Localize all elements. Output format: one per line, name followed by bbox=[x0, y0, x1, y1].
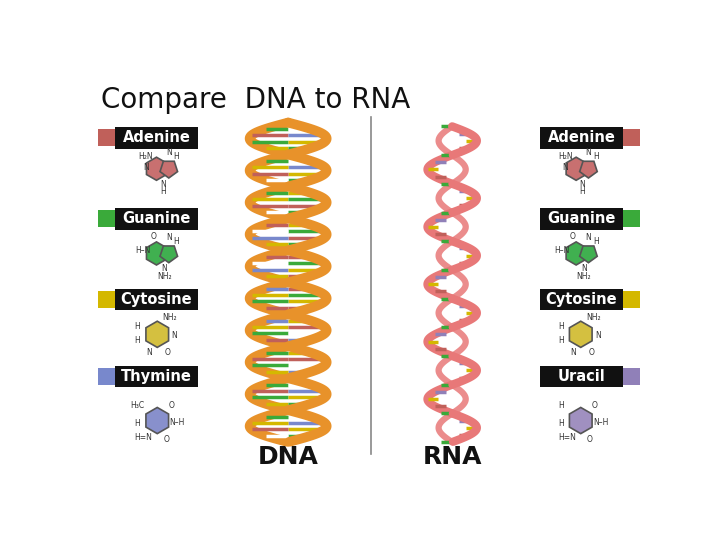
FancyBboxPatch shape bbox=[115, 208, 198, 230]
FancyBboxPatch shape bbox=[623, 211, 640, 227]
Text: H: H bbox=[135, 419, 140, 428]
Text: O: O bbox=[587, 435, 593, 443]
FancyBboxPatch shape bbox=[98, 368, 115, 385]
Text: H=N: H=N bbox=[135, 433, 153, 442]
Text: N: N bbox=[166, 233, 171, 242]
FancyBboxPatch shape bbox=[98, 211, 115, 227]
Text: N: N bbox=[580, 180, 585, 188]
Text: H: H bbox=[580, 187, 585, 197]
Text: O: O bbox=[588, 348, 595, 357]
Text: N: N bbox=[143, 163, 148, 172]
Text: Guanine: Guanine bbox=[547, 211, 616, 226]
Text: H: H bbox=[593, 237, 599, 246]
Text: N: N bbox=[166, 148, 171, 157]
Polygon shape bbox=[580, 246, 597, 262]
Text: H–N: H–N bbox=[554, 246, 570, 255]
Text: N: N bbox=[160, 180, 166, 188]
Text: N: N bbox=[595, 332, 600, 340]
Text: O: O bbox=[168, 401, 174, 410]
Polygon shape bbox=[580, 161, 597, 178]
Text: O: O bbox=[165, 348, 171, 357]
Text: NH₂: NH₂ bbox=[162, 313, 177, 322]
Text: N: N bbox=[585, 148, 591, 157]
Text: O: O bbox=[570, 232, 576, 241]
Text: O: O bbox=[150, 232, 156, 241]
Text: H₂N: H₂N bbox=[138, 152, 153, 161]
Text: H: H bbox=[160, 187, 166, 197]
Polygon shape bbox=[160, 161, 178, 178]
FancyBboxPatch shape bbox=[115, 366, 198, 387]
FancyBboxPatch shape bbox=[115, 289, 198, 310]
FancyBboxPatch shape bbox=[115, 127, 198, 149]
Text: N–H: N–H bbox=[593, 417, 608, 427]
Text: N: N bbox=[562, 163, 568, 172]
Text: RNA: RNA bbox=[423, 446, 482, 469]
Text: Guanine: Guanine bbox=[122, 211, 191, 226]
Text: H: H bbox=[558, 322, 564, 331]
Polygon shape bbox=[566, 242, 586, 265]
FancyBboxPatch shape bbox=[623, 368, 640, 385]
FancyBboxPatch shape bbox=[540, 289, 623, 310]
Text: DNA: DNA bbox=[258, 446, 318, 469]
Text: O: O bbox=[163, 435, 169, 443]
Text: N: N bbox=[147, 348, 153, 357]
Polygon shape bbox=[146, 157, 166, 180]
Text: H=N: H=N bbox=[558, 433, 576, 442]
Text: N: N bbox=[570, 348, 576, 357]
FancyBboxPatch shape bbox=[540, 208, 623, 230]
FancyBboxPatch shape bbox=[98, 291, 115, 308]
Text: H₃C: H₃C bbox=[130, 401, 144, 410]
Text: NH₂: NH₂ bbox=[577, 272, 591, 281]
Text: NH₂: NH₂ bbox=[586, 313, 600, 322]
Text: N: N bbox=[161, 265, 167, 273]
Text: H: H bbox=[174, 237, 179, 246]
Text: H: H bbox=[558, 336, 564, 345]
Text: Cytosine: Cytosine bbox=[546, 292, 617, 307]
Text: H: H bbox=[593, 152, 599, 161]
Text: H: H bbox=[558, 401, 564, 410]
Text: Compare  DNA to RNA: Compare DNA to RNA bbox=[101, 86, 410, 114]
Text: N: N bbox=[171, 332, 177, 340]
Polygon shape bbox=[146, 408, 168, 434]
FancyBboxPatch shape bbox=[98, 130, 115, 146]
Text: H: H bbox=[135, 336, 140, 345]
Polygon shape bbox=[146, 321, 168, 347]
Text: Adenine: Adenine bbox=[122, 131, 190, 145]
Text: NH₂: NH₂ bbox=[157, 272, 171, 281]
Text: O: O bbox=[592, 401, 598, 410]
Polygon shape bbox=[566, 157, 586, 180]
Text: H–N: H–N bbox=[135, 246, 150, 255]
Polygon shape bbox=[160, 246, 178, 262]
FancyBboxPatch shape bbox=[540, 127, 623, 149]
FancyBboxPatch shape bbox=[623, 130, 640, 146]
FancyBboxPatch shape bbox=[623, 291, 640, 308]
Polygon shape bbox=[570, 321, 592, 347]
Text: Uracil: Uracil bbox=[558, 369, 606, 384]
Polygon shape bbox=[570, 408, 592, 434]
Text: Adenine: Adenine bbox=[548, 131, 616, 145]
Text: N–H: N–H bbox=[170, 417, 185, 427]
FancyBboxPatch shape bbox=[540, 366, 623, 387]
Text: Thymine: Thymine bbox=[121, 369, 192, 384]
Text: H: H bbox=[558, 419, 564, 428]
Text: H₂N: H₂N bbox=[558, 152, 572, 161]
Text: H: H bbox=[135, 322, 140, 331]
Text: N: N bbox=[581, 265, 587, 273]
Text: H: H bbox=[174, 152, 179, 161]
Text: N: N bbox=[585, 233, 591, 242]
Polygon shape bbox=[146, 242, 166, 265]
Text: Cytosine: Cytosine bbox=[121, 292, 192, 307]
